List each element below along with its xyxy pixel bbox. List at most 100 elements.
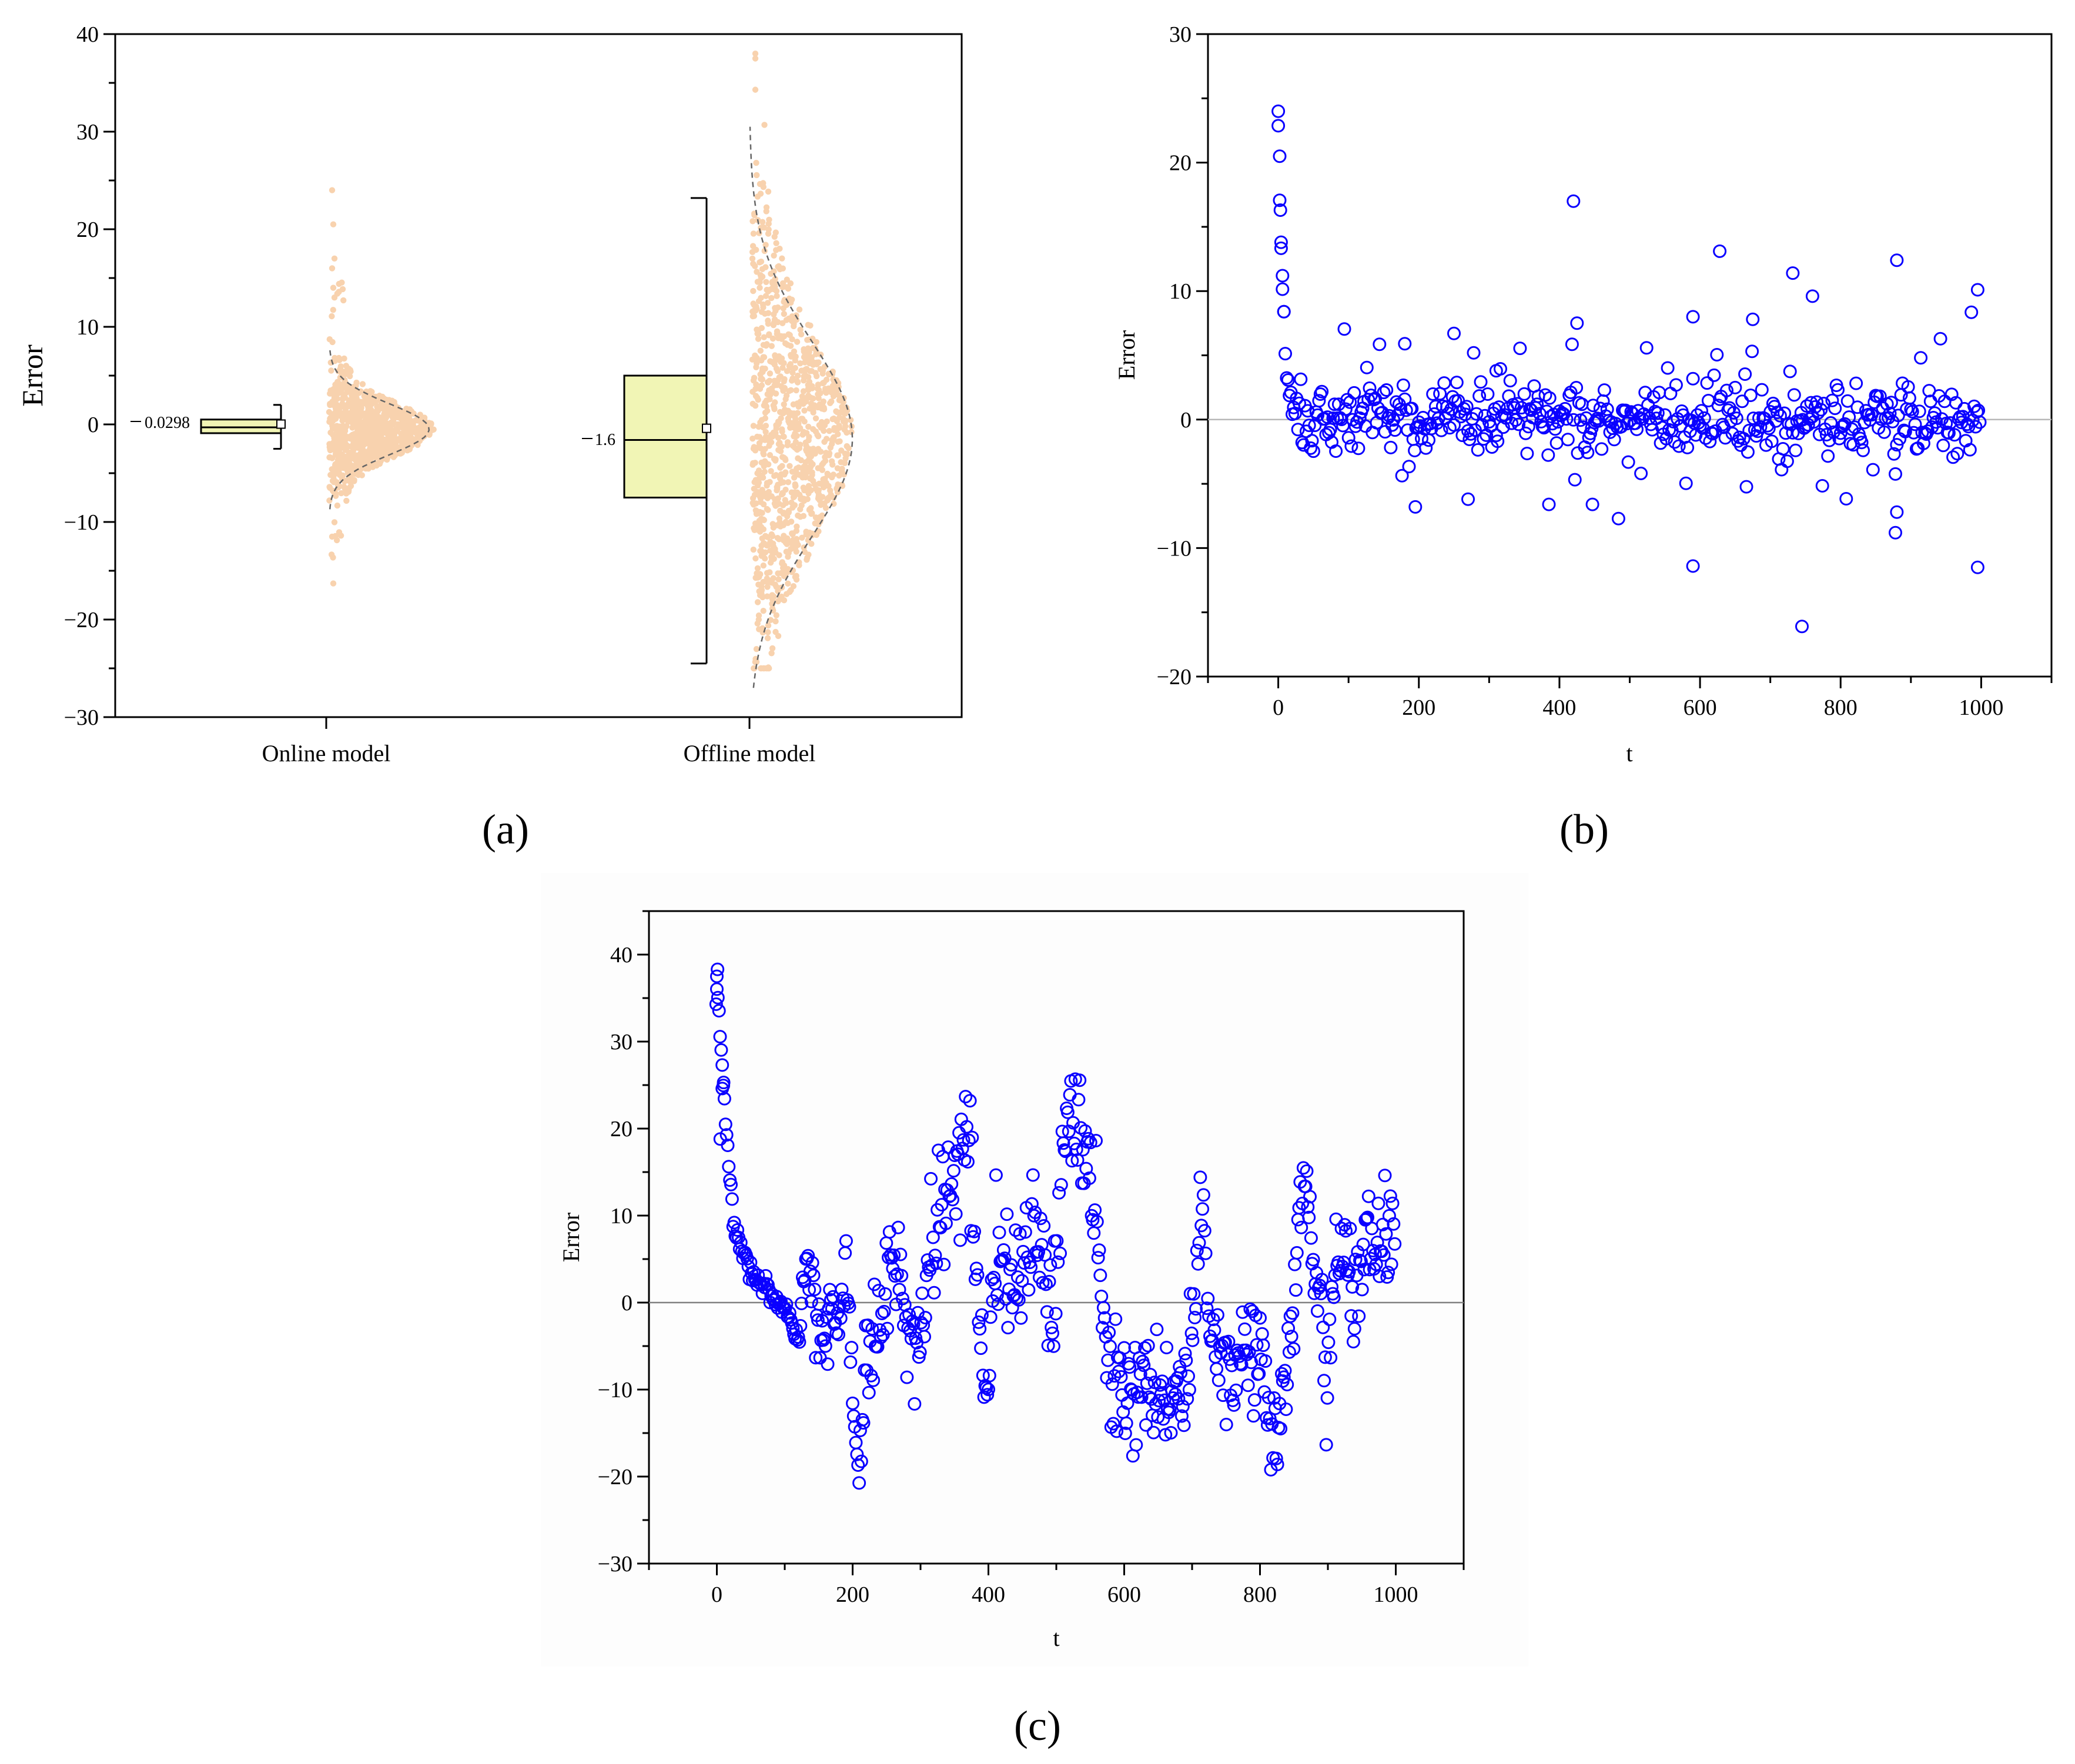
data-point xyxy=(1402,460,1416,474)
data-point xyxy=(784,549,791,555)
data-point xyxy=(1082,1171,1096,1185)
data-point xyxy=(752,393,759,399)
data-point xyxy=(881,1321,895,1335)
data-point xyxy=(807,452,814,458)
data-point xyxy=(777,448,784,454)
data-point xyxy=(768,493,775,500)
data-point xyxy=(797,506,804,513)
data-point xyxy=(1574,413,1588,427)
data-point xyxy=(1947,428,1962,442)
y-tick-label: −30 xyxy=(598,1552,632,1576)
y-tick-label: 10 xyxy=(1169,279,1192,304)
data-point xyxy=(845,1341,859,1355)
data-point xyxy=(787,410,793,417)
data-point xyxy=(820,460,827,466)
data-point xyxy=(807,507,814,514)
data-point xyxy=(774,293,780,299)
data-point xyxy=(1010,1270,1025,1284)
data-point xyxy=(365,466,372,472)
data-point xyxy=(338,490,344,497)
data-point xyxy=(1283,1309,1297,1323)
data-point xyxy=(1210,1308,1224,1322)
data-point xyxy=(767,396,773,403)
data-point xyxy=(408,435,414,441)
y-tick-label: 30 xyxy=(610,1030,632,1055)
data-point xyxy=(960,1155,975,1169)
data-point xyxy=(402,410,409,417)
data-point xyxy=(1405,401,1419,416)
data-point xyxy=(768,343,775,349)
data-point xyxy=(808,1283,822,1297)
data-point xyxy=(1250,1338,1264,1352)
data-point xyxy=(816,422,823,429)
data-point xyxy=(1294,1220,1308,1234)
data-point xyxy=(1707,368,1721,382)
data-point xyxy=(794,379,801,385)
data-point xyxy=(339,463,346,470)
data-point xyxy=(766,216,772,223)
data-point xyxy=(821,379,827,386)
data-point xyxy=(1342,1264,1356,1278)
data-point xyxy=(834,1311,848,1325)
data-point xyxy=(1382,1209,1396,1223)
data-point xyxy=(332,462,339,468)
data-point xyxy=(1933,332,1947,346)
data-point xyxy=(334,502,341,509)
data-point xyxy=(963,1094,977,1108)
data-point xyxy=(813,531,820,538)
data-point xyxy=(760,304,767,311)
data-point xyxy=(1123,1360,1137,1374)
data-point xyxy=(1887,447,1901,461)
data-point xyxy=(926,1230,940,1244)
data-point xyxy=(1184,1326,1199,1340)
data-point xyxy=(757,496,764,502)
data-point xyxy=(1780,454,1794,468)
data-point xyxy=(1206,1313,1220,1327)
panel-a-boxplots xyxy=(200,197,711,665)
data-point xyxy=(777,409,784,416)
data-point xyxy=(379,417,385,424)
data-point xyxy=(1302,1210,1316,1224)
data-point xyxy=(1388,1237,1402,1251)
data-point xyxy=(782,486,789,493)
data-point xyxy=(778,491,785,498)
data-point xyxy=(805,1256,819,1270)
data-point xyxy=(1261,1391,1276,1404)
data-point xyxy=(403,406,410,412)
data-point xyxy=(789,423,795,430)
mean-label-offline: 1.6 xyxy=(595,431,615,449)
data-point xyxy=(759,219,766,225)
data-point xyxy=(1273,193,1287,207)
data-point xyxy=(760,501,767,508)
data-point xyxy=(896,1291,909,1306)
data-point xyxy=(764,575,771,582)
data-point xyxy=(815,404,821,411)
data-point xyxy=(983,1310,998,1324)
x-tick-label: 0 xyxy=(711,1582,722,1607)
data-point xyxy=(765,226,772,233)
data-point xyxy=(1284,1330,1298,1344)
data-point xyxy=(1280,371,1294,385)
data-point xyxy=(771,268,777,275)
data-point xyxy=(1247,1393,1261,1407)
data-point xyxy=(900,1370,914,1384)
data-point xyxy=(755,467,762,474)
data-point xyxy=(1755,383,1769,397)
data-point xyxy=(373,451,379,458)
data-point xyxy=(374,403,380,410)
data-point xyxy=(1942,426,1956,440)
panel-c-axes: 0 200 400 600 800 1000 −30 −20 −10 0 10 20 30 40 xyxy=(598,910,1465,1607)
data-point xyxy=(1303,1190,1317,1204)
data-point xyxy=(339,472,346,479)
mean-annotation-offline: 1.6 xyxy=(582,431,615,449)
data-point xyxy=(1200,1301,1214,1316)
data-point xyxy=(1329,444,1343,458)
panel-a-box-violin-chart: −30 −20 −10 0 10 20 30 40 Online model Offline … xyxy=(16,22,963,853)
data-point xyxy=(929,1256,943,1270)
data-point xyxy=(1022,1283,1036,1297)
data-point xyxy=(798,495,805,501)
data-point xyxy=(781,433,787,440)
data-point xyxy=(793,548,799,555)
data-point xyxy=(381,449,388,456)
data-point xyxy=(1787,388,1801,402)
